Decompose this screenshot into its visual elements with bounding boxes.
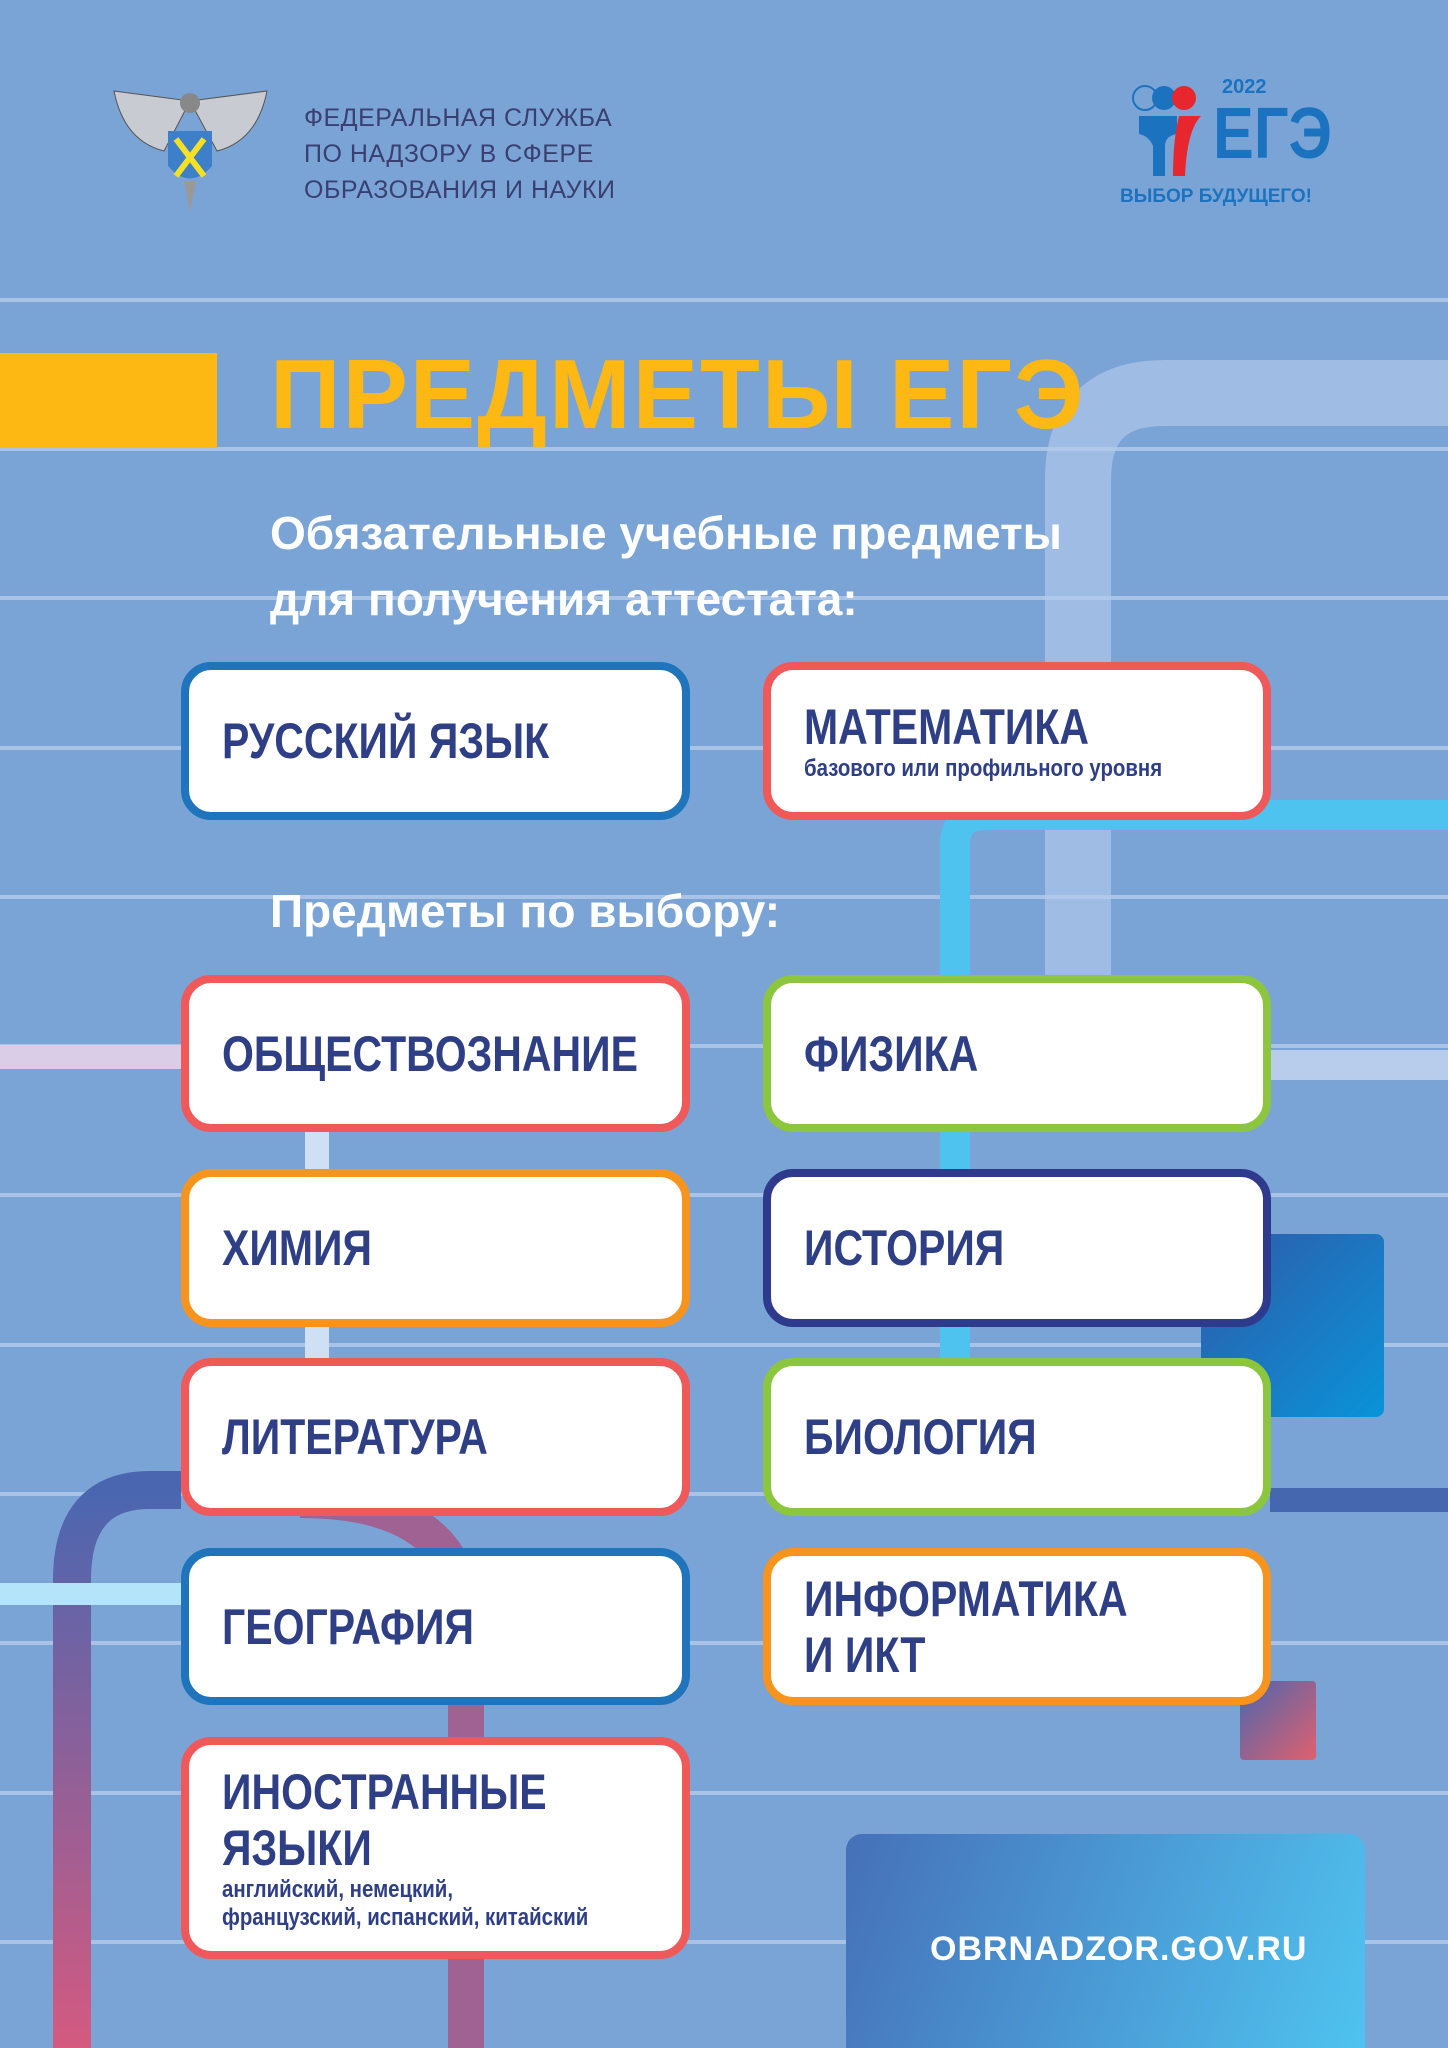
subject-card-literature: ЛИТЕРАТУРА [181,1358,690,1516]
footer-url-panel: OBRNADZOR.GOV.RU [846,1834,1365,2048]
title-accent-bar [0,353,217,448]
subject-card-russian: РУССКИЙ ЯЗЫК [181,662,690,820]
heading-line: для получения аттестата: [270,573,858,625]
subject-name: ОБЩЕСТВОЗНАНИЕ [222,1025,638,1082]
org-name: ФЕДЕРАЛЬНАЯ СЛУЖБА ПО НАДЗОРУ В СФЕРЕ ОБ… [304,100,616,208]
subject-name: И ИКТ [804,1626,926,1683]
subject-name: ЯЗЫКИ [222,1820,372,1876]
subject-card-geography: ГЕОГРАФИЯ [181,1548,690,1705]
subject-name: ГЕОГРАФИЯ [222,1598,474,1655]
subject-card-informatics: ИНФОРМАТИКА И ИКТ [763,1548,1271,1705]
subject-name: РУССКИЙ ЯЗЫК [222,713,550,769]
org-name-line: ОБРАЗОВАНИЯ И НАУКИ [304,176,616,204]
subject-note: английский, немецкий, [222,1876,454,1903]
subject-name: ФИЗИКА [804,1025,979,1082]
elective-heading: Предметы по выбору: [270,885,781,937]
subject-name: ЛИТЕРАТУРА [222,1409,488,1465]
subject-note: базового или профильного уровня [804,755,1163,782]
subject-card-foreign-languages: ИНОСТРАННЫЕ ЯЗЫКИ английский, немецкий, … [181,1737,690,1959]
ege-slogan: ВЫБОР БУДУЩЕГО! [1120,186,1312,207]
subject-card-biology: БИОЛОГИЯ [763,1358,1271,1516]
org-name-line: ПО НАДЗОРУ В СФЕРЕ [304,140,594,168]
subject-card-social: ОБЩЕСТВОЗНАНИЕ [181,975,690,1132]
emblem-icon [104,81,277,212]
mandatory-heading: Обязательные учебные предметы для получе… [270,500,1062,632]
subject-card-physics: ФИЗИКА [763,975,1271,1132]
subject-card-math: МАТЕМАТИКА базового или профильного уров… [763,662,1271,820]
ege-word: ЕГЭ [1213,94,1333,174]
heading-line: Обязательные учебные предметы [270,507,1062,559]
ege-logo: 2022 ЕГЭ ВЫБОР БУДУЩЕГО! [1117,76,1357,216]
website-link[interactable]: OBRNADZOR.GOV.RU [930,1930,1308,1968]
subject-name: ХИМИЯ [222,1220,372,1276]
ege-year: 2022 [1222,76,1267,98]
subject-name: БИОЛОГИЯ [804,1409,1037,1465]
subject-name: ИНФОРМАТИКА [804,1570,1128,1627]
subject-name: ИНОСТРАННЫЕ [222,1764,547,1820]
org-name-line: ФЕДЕРАЛЬНАЯ СЛУЖБА [304,104,613,132]
subject-card-history: ИСТОРИЯ [763,1169,1271,1327]
students-icon [1132,85,1201,176]
subject-name: ИСТОРИЯ [804,1220,1005,1276]
subject-note: французский, испанский, китайский [222,1904,589,1931]
subject-card-chemistry: ХИМИЯ [181,1169,690,1327]
subject-name: МАТЕМАТИКА [804,699,1089,755]
page-title: ПРЕДМЕТЫ ЕГЭ [270,339,1086,449]
